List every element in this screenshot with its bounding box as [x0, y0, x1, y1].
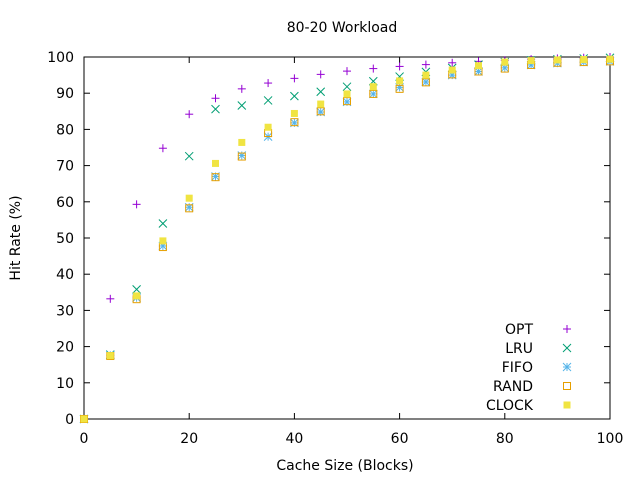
y-tick-label: 90 [56, 86, 74, 102]
y-tick-label: 0 [65, 412, 74, 428]
x-tick-label: 60 [391, 431, 409, 447]
legend-label: FIFO [502, 360, 533, 376]
legend-marker-fifo [562, 362, 572, 372]
data-point-clock [343, 90, 351, 98]
legend-item-opt: OPT [505, 322, 571, 338]
x-tick-label: 100 [597, 431, 624, 447]
legend-marker-clock [563, 401, 571, 409]
data-point-clock [448, 66, 456, 74]
y-tick-label: 60 [56, 195, 74, 211]
data-point-clock [606, 55, 614, 63]
data-point-clock [396, 77, 404, 85]
y-tick-label: 40 [56, 267, 74, 283]
y-axis: 0 10 20 30 40 50 60 70 80 90 100 [47, 50, 610, 428]
data-point-lru [316, 87, 326, 97]
legend-label: LRU [505, 341, 533, 357]
y-tick-label: 30 [56, 303, 74, 319]
data-point-clock [501, 58, 509, 66]
data-point-opt [106, 294, 115, 303]
data-point-opt [395, 62, 404, 71]
data-point-clock [580, 56, 588, 64]
y-tick-label: 80 [56, 122, 74, 138]
data-point-lru [263, 96, 273, 105]
x-tick-label: 20 [180, 431, 198, 447]
x-axis-label: Cache Size (Blocks) [276, 458, 413, 474]
legend-label: RAND [493, 379, 533, 395]
data-point-lru [211, 104, 220, 114]
data-point-rand [185, 204, 194, 213]
data-point-opt [369, 64, 378, 73]
data-point-clock [185, 194, 193, 202]
legend-item-fifo: FIFO [502, 360, 572, 376]
x-tick-label: 40 [285, 431, 303, 447]
data-point-lru [237, 101, 247, 110]
legend-marker-opt [563, 325, 571, 333]
data-point-clock [475, 62, 482, 70]
y-axis-label: Hit Rate (%) [8, 195, 24, 280]
data-points [79, 53, 615, 424]
y-tick-label: 20 [56, 340, 74, 356]
data-point-clock [159, 237, 167, 245]
data-point-clock [422, 71, 430, 79]
data-point-clock [106, 352, 114, 360]
y-tick-label: 70 [56, 159, 74, 175]
data-point-opt [290, 74, 299, 83]
data-point-rand [237, 152, 246, 161]
data-point-fifo [395, 83, 404, 92]
y-tick-label: 100 [47, 50, 74, 66]
data-point-clock [133, 292, 141, 300]
data-point-rand [421, 78, 430, 87]
legend-item-rand: RAND [493, 379, 571, 395]
data-point-opt [158, 144, 167, 153]
legend-marker-lru [562, 343, 572, 353]
x-axis: 0 20 40 60 80 100 [80, 57, 624, 447]
data-point-clock [317, 100, 325, 108]
data-point-opt [264, 79, 273, 88]
data-point-clock [212, 159, 219, 167]
legend-label: CLOCK [486, 398, 534, 414]
data-point-opt [185, 110, 194, 119]
data-point-lru [158, 219, 168, 228]
x-tick-label: 80 [496, 431, 514, 447]
legend-item-clock: CLOCK [486, 398, 571, 414]
data-point-opt [448, 58, 457, 67]
y-tick-label: 10 [56, 376, 74, 392]
data-point-clock [369, 83, 377, 91]
legend-marker-rand [563, 382, 571, 390]
data-point-rand [290, 118, 299, 127]
y-tick-label: 50 [56, 231, 74, 247]
data-point-opt [132, 200, 141, 209]
data-point-opt [421, 60, 430, 69]
data-point-clock [80, 415, 88, 423]
data-point-lru [342, 82, 352, 92]
data-point-clock [264, 123, 272, 131]
data-point-opt [316, 70, 325, 79]
data-point-opt [343, 67, 351, 76]
legend: OPT LRU FIFO RAND CLOCK [486, 322, 572, 414]
data-point-lru [290, 91, 299, 101]
data-point-fifo [368, 89, 378, 99]
data-point-rand [343, 97, 351, 106]
data-point-opt [211, 94, 220, 103]
data-point-clock [527, 57, 535, 65]
data-point-opt [237, 84, 246, 93]
data-point-rand [369, 89, 378, 98]
data-point-lru [132, 285, 141, 294]
chart-title: 80-20 Workload [287, 20, 398, 36]
data-point-lru [184, 151, 194, 161]
data-point-rand [211, 173, 220, 182]
data-point-rand [316, 107, 325, 116]
legend-label: OPT [505, 322, 533, 338]
data-point-rand [395, 84, 404, 93]
data-point-clock [553, 56, 561, 64]
series-clock [80, 55, 614, 423]
x-tick-label: 0 [80, 431, 89, 447]
data-point-clock [290, 109, 298, 117]
legend-item-lru: LRU [505, 341, 572, 357]
data-point-clock [238, 138, 246, 146]
